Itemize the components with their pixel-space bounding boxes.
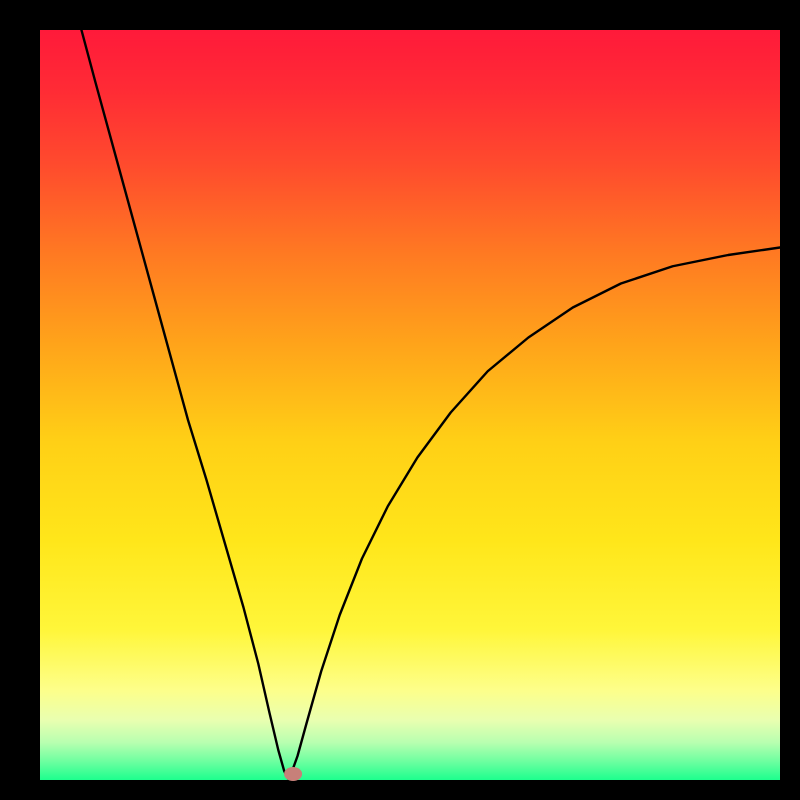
plot-background bbox=[40, 30, 780, 780]
vertex-marker bbox=[284, 767, 302, 781]
bottleneck-chart bbox=[0, 0, 800, 800]
chart-container: { "watermark": { "text": "TheBottleneck.… bbox=[0, 0, 800, 800]
